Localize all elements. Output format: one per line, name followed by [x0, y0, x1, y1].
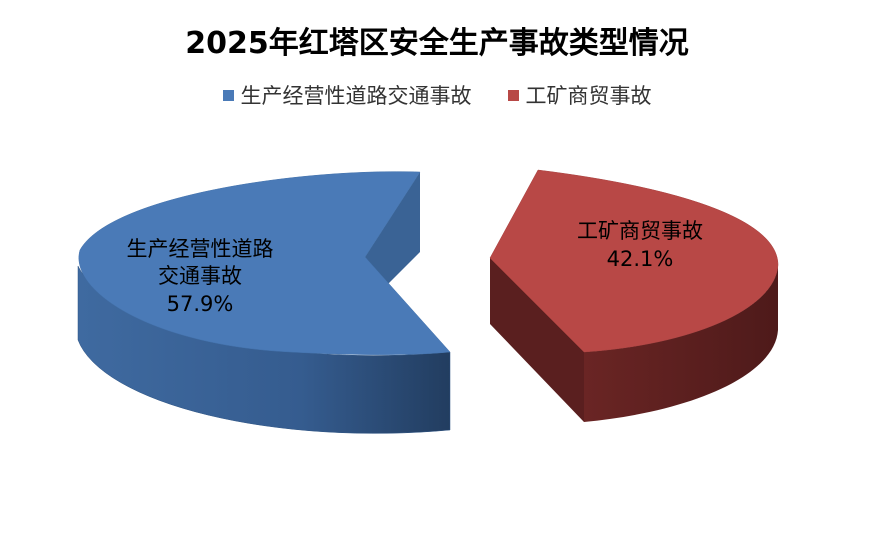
legend-swatch-road-traffic [222, 89, 234, 101]
pie-slice-industrial-trade [489, 169, 779, 353]
chart-title: 2025年红塔区安全生产事故类型情况 [185, 26, 689, 61]
legend: 生产经营性道路交通事故 工矿商贸事故 [0, 80, 874, 110]
data-label-industrial-trade-line1: 工矿商贸事故 [577, 219, 703, 243]
legend-item-industrial-trade: 工矿商贸事故 [507, 80, 652, 110]
legend-item-road-traffic: 生产经营性道路交通事故 [222, 80, 472, 110]
legend-swatch-industrial-trade [507, 89, 519, 101]
pie-slice-road-traffic [78, 171, 451, 355]
data-label-road-traffic-line2: 交通事故 [158, 264, 242, 288]
pie-slice-road-traffic-inner-wall [365, 172, 420, 286]
pie-slice-industrial-trade-inner-wall [490, 258, 584, 422]
legend-label-road-traffic: 生产经营性道路交通事故 [240, 84, 472, 108]
legend-label-industrial-trade: 工矿商贸事故 [525, 84, 652, 108]
data-label-road-traffic-value: 57.9% [167, 292, 234, 316]
data-label-road-traffic-line1: 生产经营性道路 [127, 237, 274, 261]
data-label-industrial-trade-value: 42.1% [607, 247, 674, 271]
pie-slice-industrial-trade-side [584, 265, 778, 422]
